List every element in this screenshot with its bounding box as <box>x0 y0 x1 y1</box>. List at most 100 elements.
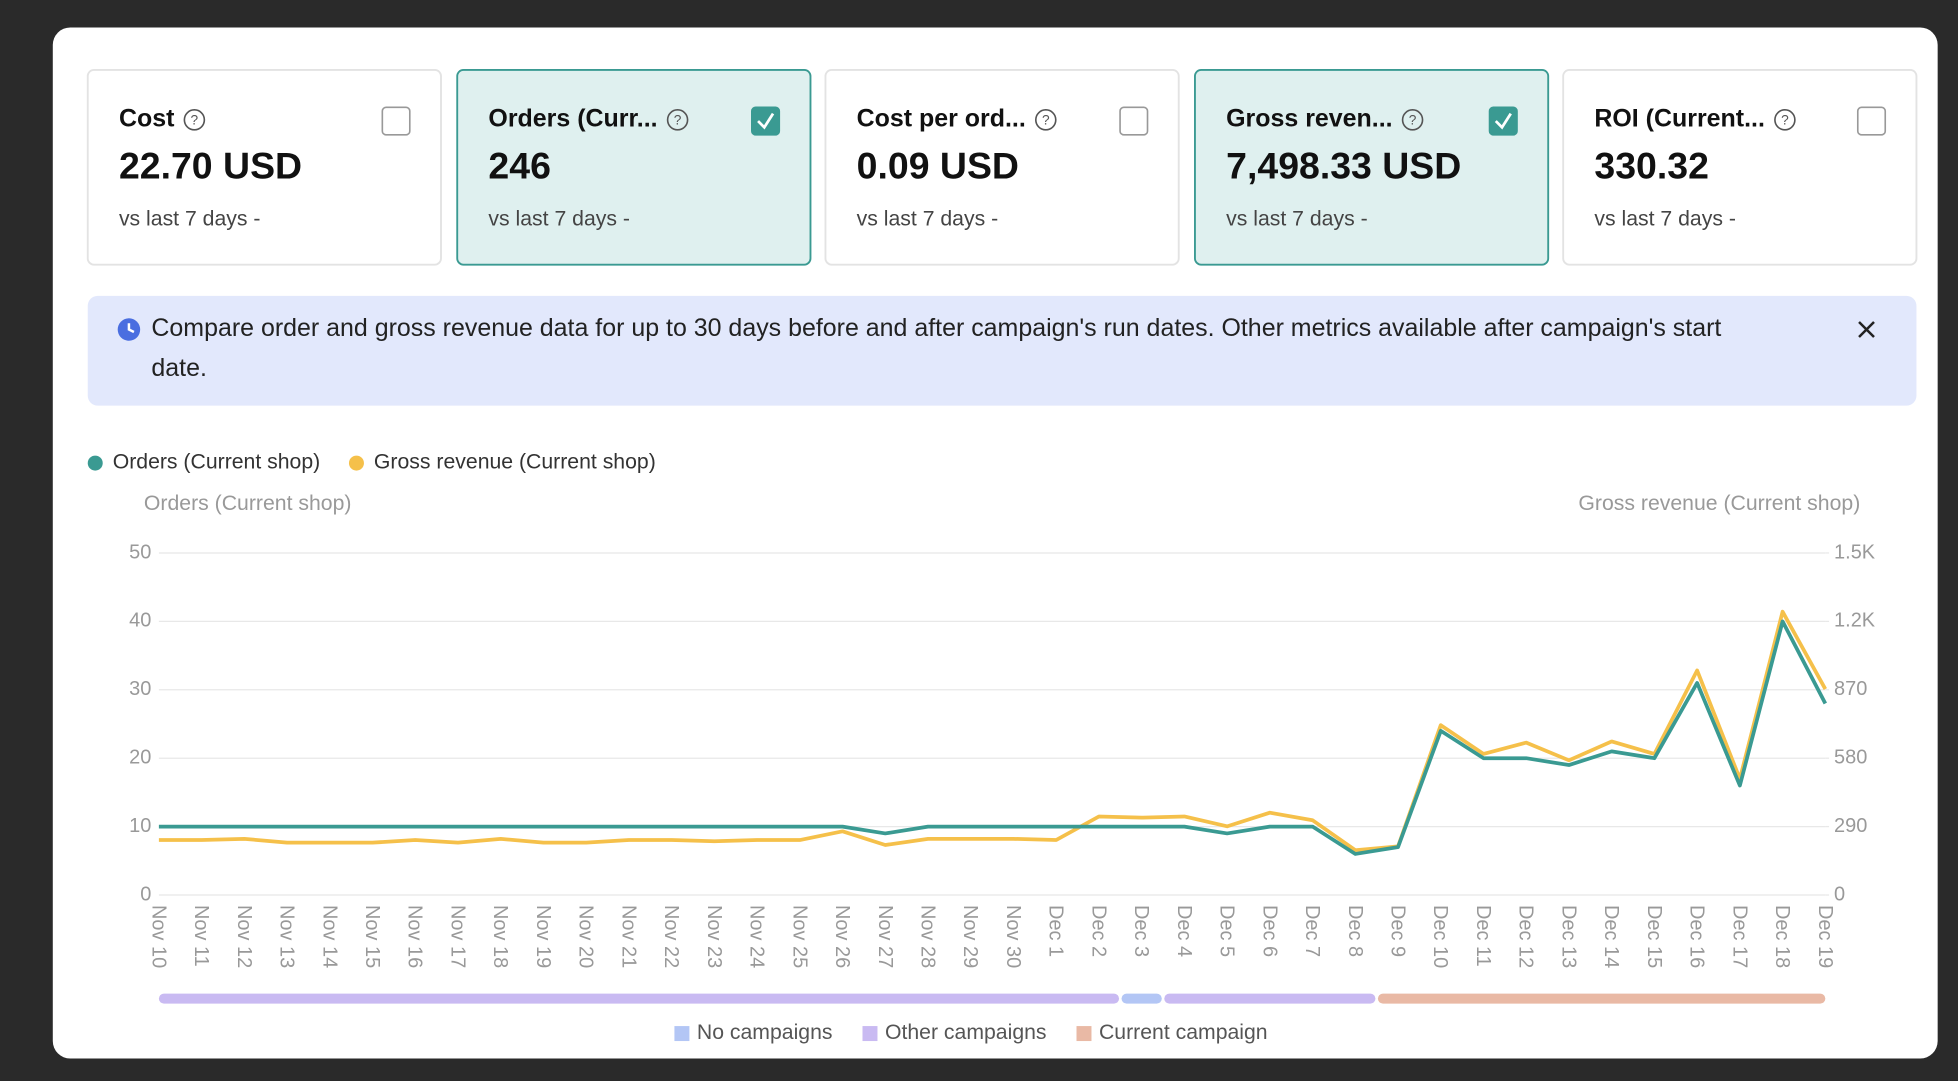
help-icon-mark: ? <box>1781 113 1789 128</box>
x-tick-label: Dec 12 <box>1515 905 1537 968</box>
info-icon-hand <box>127 323 135 334</box>
x-tick-label: Nov 20 <box>575 905 597 968</box>
legend-dot <box>348 455 364 471</box>
x-tick-label: Dec 19 <box>1814 905 1836 968</box>
y2-tick-label: 870 <box>1834 678 1867 700</box>
card-value: 330.32 <box>1594 144 1709 186</box>
y2-axis-title: Gross revenue (Current shop) <box>1578 492 1860 515</box>
x-tick-label: Dec 14 <box>1600 905 1622 968</box>
y2-tick-label: 1.5K <box>1834 541 1876 563</box>
x-tick-label: Nov 22 <box>660 905 682 968</box>
y-tick-label: 30 <box>129 678 151 700</box>
card-subtitle: vs last 7 days - <box>119 207 261 230</box>
series-line <box>158 609 1827 853</box>
card-subtitle: vs last 7 days - <box>857 207 999 230</box>
x-tick-label: Dec 17 <box>1728 905 1750 968</box>
y-tick-label: 50 <box>129 541 151 563</box>
help-icon <box>1034 109 1057 131</box>
x-tick-label: Dec 1 <box>1045 905 1067 957</box>
close-banner[interactable] <box>1858 321 1875 338</box>
series-line <box>158 619 1827 856</box>
help-icon-mark: ? <box>191 113 199 128</box>
x-tick-label: Nov 23 <box>703 905 725 968</box>
banner-text: date. <box>151 354 207 382</box>
campaign-legend-swatch <box>862 1026 878 1042</box>
legend-dot <box>87 455 103 471</box>
checkbox[interactable] <box>1856 106 1887 136</box>
x-tick-label: Dec 15 <box>1643 905 1665 968</box>
campaign-segment <box>1121 993 1162 1004</box>
campaign-legend-swatch <box>674 1026 690 1042</box>
x-tick-label: Dec 13 <box>1557 905 1579 968</box>
checkbox[interactable] <box>1119 106 1149 136</box>
y2-tick-label: 1.2K <box>1834 610 1876 632</box>
x-tick-label: Nov 12 <box>233 905 255 968</box>
banner-text: Compare order and gross revenue data for… <box>151 314 1721 342</box>
banner <box>87 295 1917 406</box>
x-tick-label: Dec 4 <box>1173 905 1195 957</box>
x-tick-label: Dec 7 <box>1301 905 1323 957</box>
metric-card[interactable] <box>1562 68 1918 266</box>
x-tick-label: Nov 16 <box>404 905 426 968</box>
x-tick-label: Nov 30 <box>1002 905 1024 968</box>
legend-label: Gross revenue (Current shop) <box>374 451 656 474</box>
legend-label: Orders (Current shop) <box>113 451 321 474</box>
help-icon <box>666 109 689 131</box>
checkbox[interactable] <box>1488 106 1518 136</box>
metric-card[interactable] <box>86 68 442 266</box>
card-subtitle: vs last 7 days - <box>1226 207 1368 230</box>
x-tick-label: Dec 3 <box>1130 905 1152 957</box>
card-value: 22.70 USD <box>119 144 302 186</box>
help-icon <box>1401 109 1424 131</box>
x-tick-label: Nov 17 <box>446 905 468 968</box>
x-tick-label: Dec 2 <box>1087 905 1109 957</box>
card-subtitle: vs last 7 days - <box>1594 207 1736 230</box>
y2-tick-label: 290 <box>1834 815 1867 837</box>
card-value: 246 <box>488 144 550 186</box>
x-tick-label: Nov 25 <box>788 905 810 968</box>
y-tick-label: 40 <box>129 610 151 632</box>
campaign-legend-label: Other campaigns <box>885 1021 1047 1044</box>
x-tick-label: Dec 5 <box>1216 905 1238 957</box>
x-tick-label: Nov 14 <box>318 905 340 968</box>
help-icon <box>183 109 206 131</box>
campaign-segment <box>1164 993 1376 1004</box>
campaign-segment <box>158 993 1120 1004</box>
x-tick-label: Nov 13 <box>276 905 298 968</box>
checkbox[interactable] <box>381 106 411 136</box>
y-tick-label: 20 <box>129 746 151 768</box>
x-tick-label: Nov 21 <box>617 905 639 968</box>
x-tick-label: Dec 10 <box>1429 905 1451 968</box>
x-tick-label: Nov 27 <box>874 905 896 968</box>
metric-card[interactable] <box>1194 68 1550 266</box>
help-icon-mark: ? <box>1042 113 1050 128</box>
x-tick-label: Dec 18 <box>1771 905 1793 968</box>
card-title: Cost per ord... <box>857 104 1026 132</box>
card-title: Cost <box>119 104 174 132</box>
help-icon <box>1774 109 1796 131</box>
x-tick-label: Nov 18 <box>489 905 511 968</box>
campaign-legend-label: No campaigns <box>697 1021 833 1044</box>
card-title: Gross reven... <box>1226 104 1392 132</box>
x-tick-label: Nov 26 <box>831 905 853 968</box>
metric-card[interactable] <box>824 68 1180 266</box>
metric-card[interactable] <box>456 68 812 266</box>
checkbox[interactable] <box>751 106 781 136</box>
card-value: 7,498.33 USD <box>1226 144 1461 186</box>
campaign-legend-label: Current campaign <box>1099 1021 1268 1044</box>
y-axis-title: Orders (Current shop) <box>144 492 352 515</box>
check-mark <box>1494 112 1512 130</box>
card-value: 0.09 USD <box>857 144 1019 186</box>
x-tick-label: Dec 9 <box>1387 905 1409 957</box>
x-tick-label: Nov 28 <box>916 905 938 968</box>
x-tick-label: Dec 8 <box>1344 905 1366 957</box>
card-title: ROI (Current... <box>1594 104 1765 132</box>
x-tick-label: Dec 16 <box>1686 905 1708 968</box>
y2-tick-label: 0 <box>1834 883 1845 905</box>
card-title: Orders (Curr... <box>488 104 657 132</box>
x-tick-label: Dec 6 <box>1258 905 1280 957</box>
x-tick-label: Nov 11 <box>190 905 212 967</box>
campaign-legend-swatch <box>1076 1026 1092 1042</box>
y-tick-label: 10 <box>129 815 151 837</box>
